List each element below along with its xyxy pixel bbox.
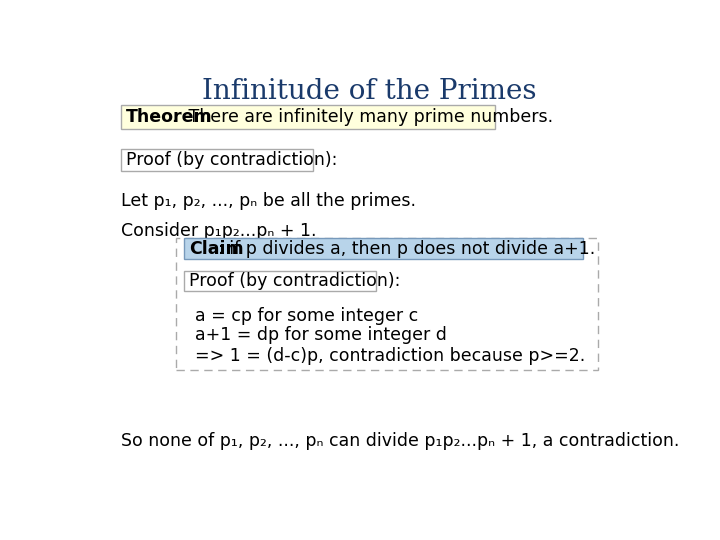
Text: Proof (by contradiction):: Proof (by contradiction):	[126, 151, 338, 169]
Text: Proof (by contradiction):: Proof (by contradiction):	[189, 272, 401, 290]
Text: Theorem: Theorem	[126, 108, 213, 126]
FancyBboxPatch shape	[121, 105, 495, 129]
Text: Consider p₁p₂...pₙ + 1.: Consider p₁p₂...pₙ + 1.	[121, 222, 316, 240]
FancyBboxPatch shape	[176, 238, 598, 370]
FancyBboxPatch shape	[184, 238, 582, 259]
Text: a = cp for some integer c: a = cp for some integer c	[195, 307, 418, 326]
Text: So none of p₁, p₂, ..., pₙ can divide p₁p₂...pₙ + 1, a contradiction.: So none of p₁, p₂, ..., pₙ can divide p₁…	[121, 432, 679, 450]
Text: Let p₁, p₂, ..., pₙ be all the primes.: Let p₁, p₂, ..., pₙ be all the primes.	[121, 192, 415, 210]
FancyBboxPatch shape	[121, 149, 313, 171]
Text: .  There are infinitely many prime numbers.: . There are infinitely many prime number…	[172, 108, 553, 126]
Text: a+1 = dp for some integer d: a+1 = dp for some integer d	[195, 326, 447, 344]
Text: Claim: Claim	[189, 240, 244, 258]
Text: => 1 = (d-c)p, contradiction because p>=2.: => 1 = (d-c)p, contradiction because p>=…	[195, 347, 585, 365]
FancyBboxPatch shape	[184, 271, 377, 292]
Text: : if p divides a, then p does not divide a+1.: : if p divides a, then p does not divide…	[218, 240, 595, 258]
Text: Infinitude of the Primes: Infinitude of the Primes	[202, 78, 536, 105]
